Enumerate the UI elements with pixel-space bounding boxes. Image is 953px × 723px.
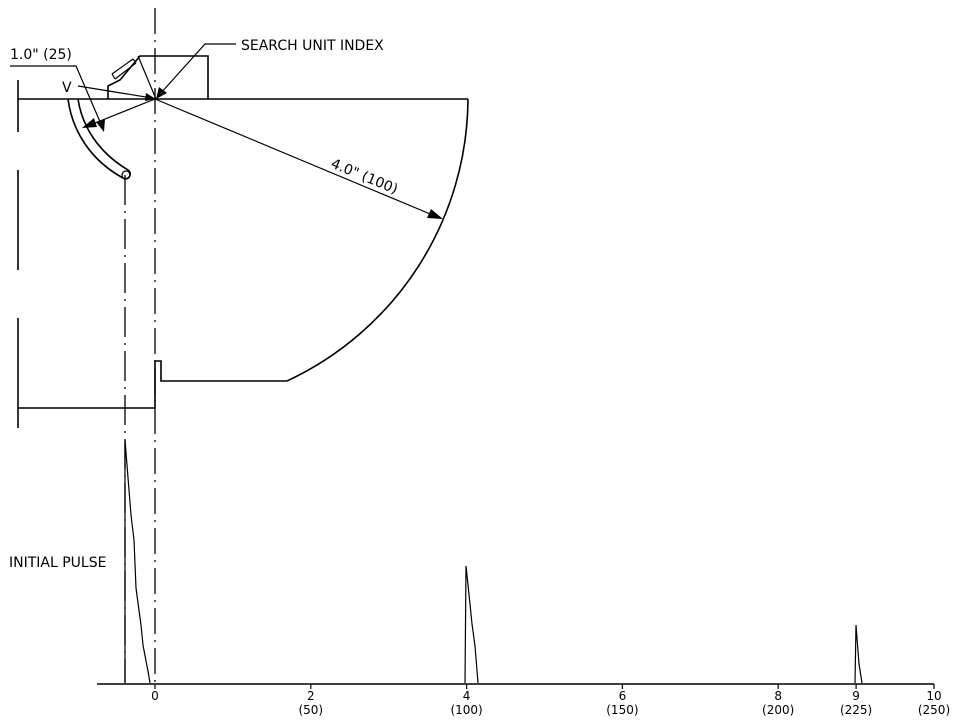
axis-tick-label: 6 — [619, 689, 627, 703]
horizontal-axis: 0 2(50) 4(100) 6(150) 8(200) 9(225) 10(250) — [97, 683, 950, 717]
v-mark-label: V — [62, 80, 72, 96]
axis-tick-sublabel: (225) — [840, 703, 872, 717]
leaders — [10, 43, 236, 132]
small-radius-slot — [67, 98, 132, 180]
axis-tick-sublabel: (150) — [606, 703, 638, 717]
beam-rays — [82, 98, 443, 219]
large-radius-label: 4.0" (100) — [328, 156, 400, 198]
axis-tick-label: 8 — [774, 689, 782, 703]
axis-tick-label: 9 — [852, 689, 860, 703]
initial-pulse-label: INITIAL PULSE — [9, 555, 106, 571]
axis-tick-label: 0 — [151, 689, 159, 703]
axis-tick-sublabel: (50) — [298, 703, 323, 717]
a-scan-trace — [124, 439, 863, 684]
search-unit — [107, 55, 209, 100]
axis-tick-sublabel: (250) — [918, 703, 950, 717]
small-radius-label: 1.0" (25) — [10, 47, 72, 63]
axis-tick-label: 2 — [307, 689, 315, 703]
axis-tick-sublabel: (200) — [762, 703, 794, 717]
axis-tick-label: 10 — [926, 689, 941, 703]
calibration-block — [17, 80, 469, 428]
search-unit-index-label: SEARCH UNIT INDEX — [241, 38, 384, 54]
axis-tick-label: 4 — [463, 689, 471, 703]
axis-tick-sublabel: (100) — [450, 703, 482, 717]
